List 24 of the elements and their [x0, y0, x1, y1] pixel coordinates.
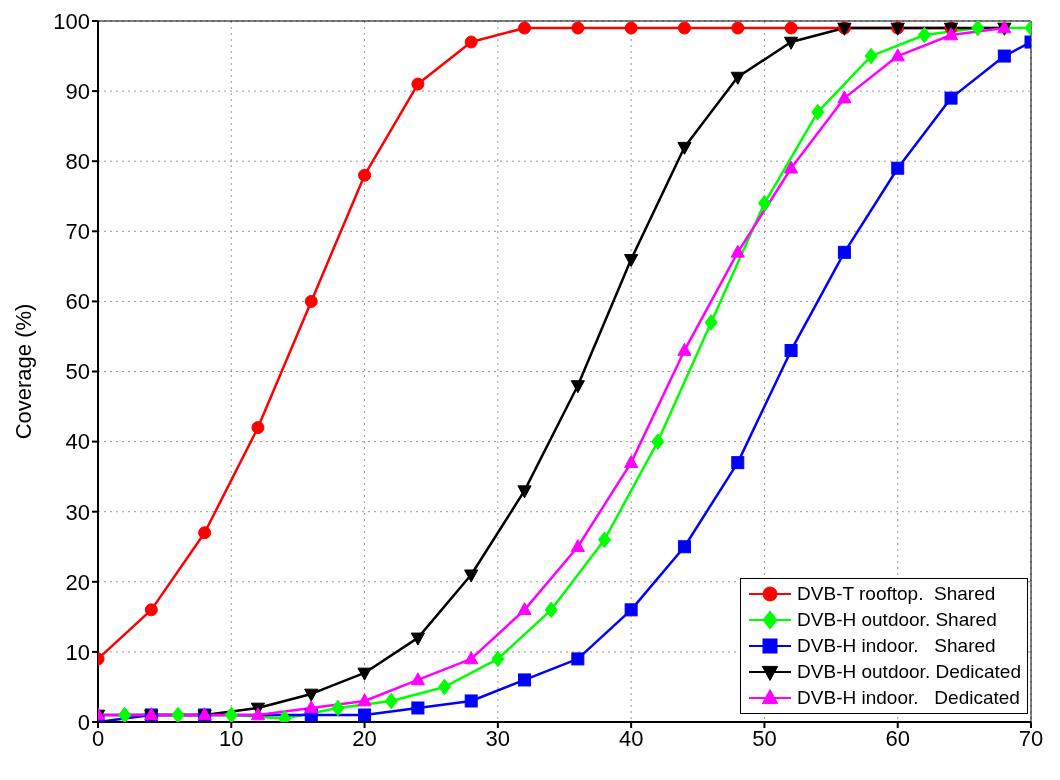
y-tick-label: 50 [65, 359, 90, 385]
x-tick-label: 40 [618, 725, 644, 751]
y-tick-label: 10 [65, 639, 90, 665]
x-tick-label: 20 [352, 725, 377, 751]
y-tick-label: 70 [65, 219, 90, 245]
y-tick-label: 30 [65, 499, 90, 525]
legend-label: DVB-H indoor. Shared [797, 635, 996, 657]
x-tick-label: 70 [1018, 725, 1044, 751]
x-tick-label: 30 [485, 725, 511, 751]
y-tick-label: 60 [65, 289, 90, 315]
legend-label: DVB-H indoor. Dedicated [797, 687, 1020, 709]
y-tick-label: 80 [65, 149, 90, 175]
x-tick-label: 50 [752, 725, 777, 751]
y-tick-label: 90 [65, 78, 90, 104]
legend-label: DVB-T rooftop. Shared [797, 583, 996, 605]
legend-label: DVB-H outdoor. Dedicated [797, 661, 1021, 683]
y-axis-title: Coverage (%) [10, 303, 36, 440]
y-tick-label: 0 [77, 709, 90, 735]
y-tick-label: 40 [65, 429, 90, 455]
x-tick-label: 60 [885, 725, 910, 751]
legend-label: DVB-H outdoor. Shared [797, 609, 997, 631]
y-tick-label: 20 [65, 569, 90, 595]
x-tick-label: 10 [219, 725, 244, 751]
y-tick-label: 100 [53, 8, 90, 34]
